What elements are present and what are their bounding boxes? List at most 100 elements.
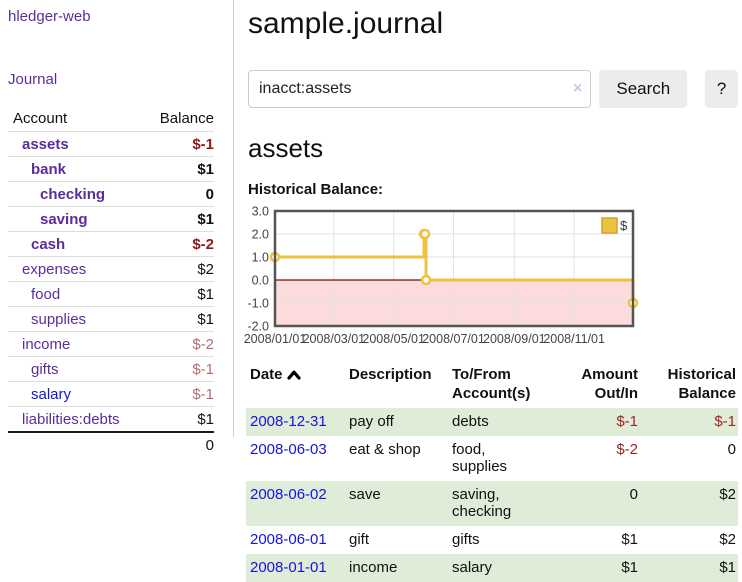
transaction-date-link[interactable]: 2008-01-01	[250, 559, 327, 576]
account-balance: $-2	[111, 331, 214, 357]
account-link[interactable]: bank	[31, 161, 67, 178]
account-row: assets $-1	[8, 131, 214, 157]
transaction-row: 2008-06-01 gift gifts $1 $2	[246, 526, 738, 554]
y-tick-label: -2.0	[247, 320, 269, 334]
account-heading: assets	[248, 133, 324, 163]
col-date[interactable]: Date	[246, 361, 345, 408]
legend-label: $	[620, 218, 628, 233]
account-balance: $1	[111, 281, 214, 307]
account-balance: $1	[111, 206, 214, 232]
account-link[interactable]: gifts	[31, 361, 59, 378]
account-row: supplies $1	[8, 306, 214, 332]
transaction-accounts: saving, checking	[452, 486, 512, 520]
account-balance: $-1	[111, 381, 214, 407]
transaction-date-link[interactable]: 2008-12-31	[250, 413, 327, 430]
transaction-row: 2008-12-31 pay off debts $-1 $-1	[246, 408, 738, 436]
help-button[interactable]: ?	[705, 70, 738, 108]
account-row: liabilities:debts $1	[8, 406, 214, 432]
app-title-link[interactable]: hledger-web	[8, 8, 91, 25]
transaction-amount: 0	[629, 486, 638, 503]
transaction-accounts: food, supplies	[452, 441, 508, 475]
y-tick-label: 0.0	[252, 274, 269, 288]
account-link[interactable]: salary	[31, 386, 72, 403]
account-balance: 0	[111, 181, 214, 207]
accounts-table-body: assets $-1 bank $1 checking 0 saving $1 cash $-2 e…	[8, 131, 214, 457]
search-button[interactable]: Search	[599, 70, 688, 108]
transaction-date-link[interactable]: 2008-06-01	[250, 531, 327, 548]
sidebar-divider	[233, 0, 234, 437]
transaction-balance: 0	[727, 441, 736, 458]
transaction-date-link[interactable]: 2008-06-02	[250, 486, 327, 503]
account-link[interactable]: supplies	[31, 311, 87, 328]
y-tick-label: 2.0	[252, 228, 269, 242]
account-row: checking 0	[8, 181, 214, 207]
transactions-table-body: 2008-12-31 pay off debts $-1 $-1 2008-06-03 ea…	[246, 408, 738, 582]
x-tick-label: 2008/03/01	[303, 332, 366, 346]
account-link[interactable]: checking	[40, 186, 106, 203]
x-tick-label: 2008/09/01	[483, 332, 546, 346]
accounts-table: Account Balance assets $-1 bank $1 checking 0…	[8, 106, 214, 457]
account-row: saving $1	[8, 206, 214, 232]
transaction-amount: $-1	[616, 413, 638, 430]
account-balance: $1	[111, 156, 214, 182]
x-tick-label: 2008/11/01	[543, 332, 605, 346]
transaction-description: save	[349, 486, 381, 503]
data-point	[419, 228, 431, 240]
col-description: Description	[349, 366, 432, 383]
transaction-balance: $1	[719, 559, 736, 576]
app-title-wrap: hledger-web	[8, 8, 233, 25]
account-link[interactable]: liabilities:debts	[22, 411, 120, 428]
account-name-cell: checking	[8, 181, 111, 207]
account-link[interactable]: income	[22, 336, 71, 353]
account-link[interactable]: food	[31, 286, 61, 303]
y-tick-label: 3.0	[252, 205, 269, 219]
transaction-accounts: debts	[452, 413, 489, 430]
x-tick-label: 2008/07/01	[422, 332, 485, 346]
y-tick-label: 1.0	[252, 251, 269, 265]
journal-link[interactable]: Journal	[8, 71, 58, 88]
transactions-header-row: Date Description To/From Account(s) Amou…	[246, 361, 738, 408]
account-link[interactable]: expenses	[22, 261, 87, 278]
account-link[interactable]: assets	[22, 136, 69, 153]
account-balance: $-1	[111, 131, 214, 157]
account-row: food $1	[8, 281, 214, 307]
clear-search-icon[interactable]: ×	[573, 80, 583, 97]
search-input[interactable]	[248, 70, 592, 108]
sort-asc-icon	[286, 366, 301, 385]
transaction-description: income	[349, 559, 398, 576]
account-link[interactable]: cash	[31, 236, 66, 253]
accounts-header-row: Account Balance	[8, 106, 214, 132]
accounts-total-value: 0	[8, 431, 214, 457]
account-balance: $2	[111, 256, 214, 282]
transaction-date-cell: 2008-01-01	[246, 554, 345, 582]
account-name-cell: salary	[8, 381, 111, 407]
transactions-table: Date Description To/From Account(s) Amou…	[246, 361, 738, 582]
account-row: salary $-1	[8, 381, 214, 407]
account-name-cell: cash	[8, 231, 111, 257]
transaction-description: eat & shop	[349, 441, 421, 458]
transaction-balance: $-1	[714, 413, 736, 430]
account-name-cell: liabilities:debts	[8, 406, 120, 432]
page-title: sample.journal	[248, 7, 444, 40]
transaction-accounts: gifts	[452, 531, 480, 548]
transaction-date-cell: 2008-06-02	[246, 481, 345, 526]
transaction-description: gift	[349, 531, 370, 548]
account-row: bank $1	[8, 156, 214, 182]
balance-chart-svg: 3.0 2.0 1.0 0.0 -1.0 -2.02008/01/012008/03/01…	[244, 205, 639, 346]
transaction-accounts: salary	[452, 559, 493, 576]
balance-chart: 3.0 2.0 1.0 0.0 -1.0 -2.0 2008/01/01 2008/03/01…	[244, 205, 738, 347]
transaction-date-link[interactable]: 2008-06-03	[250, 441, 327, 458]
account-balance: $1	[111, 306, 214, 332]
x-tick-label: 2008/05/01	[362, 332, 425, 346]
transaction-balance: $2	[719, 486, 736, 503]
transaction-balance: $2	[719, 531, 736, 548]
accounts-header-balance: Balance	[159, 110, 214, 127]
transaction-row: 2008-06-03 eat & shop food, supplies $-2 0	[246, 436, 738, 481]
account-name-cell: bank	[8, 156, 111, 182]
account-balance: $1	[111, 406, 214, 432]
transaction-date-cell: 2008-06-01	[246, 526, 345, 554]
account-link[interactable]: saving	[40, 211, 88, 228]
x-tick-label: 2008/01/01	[244, 332, 307, 346]
account-name-cell: supplies	[8, 306, 111, 332]
